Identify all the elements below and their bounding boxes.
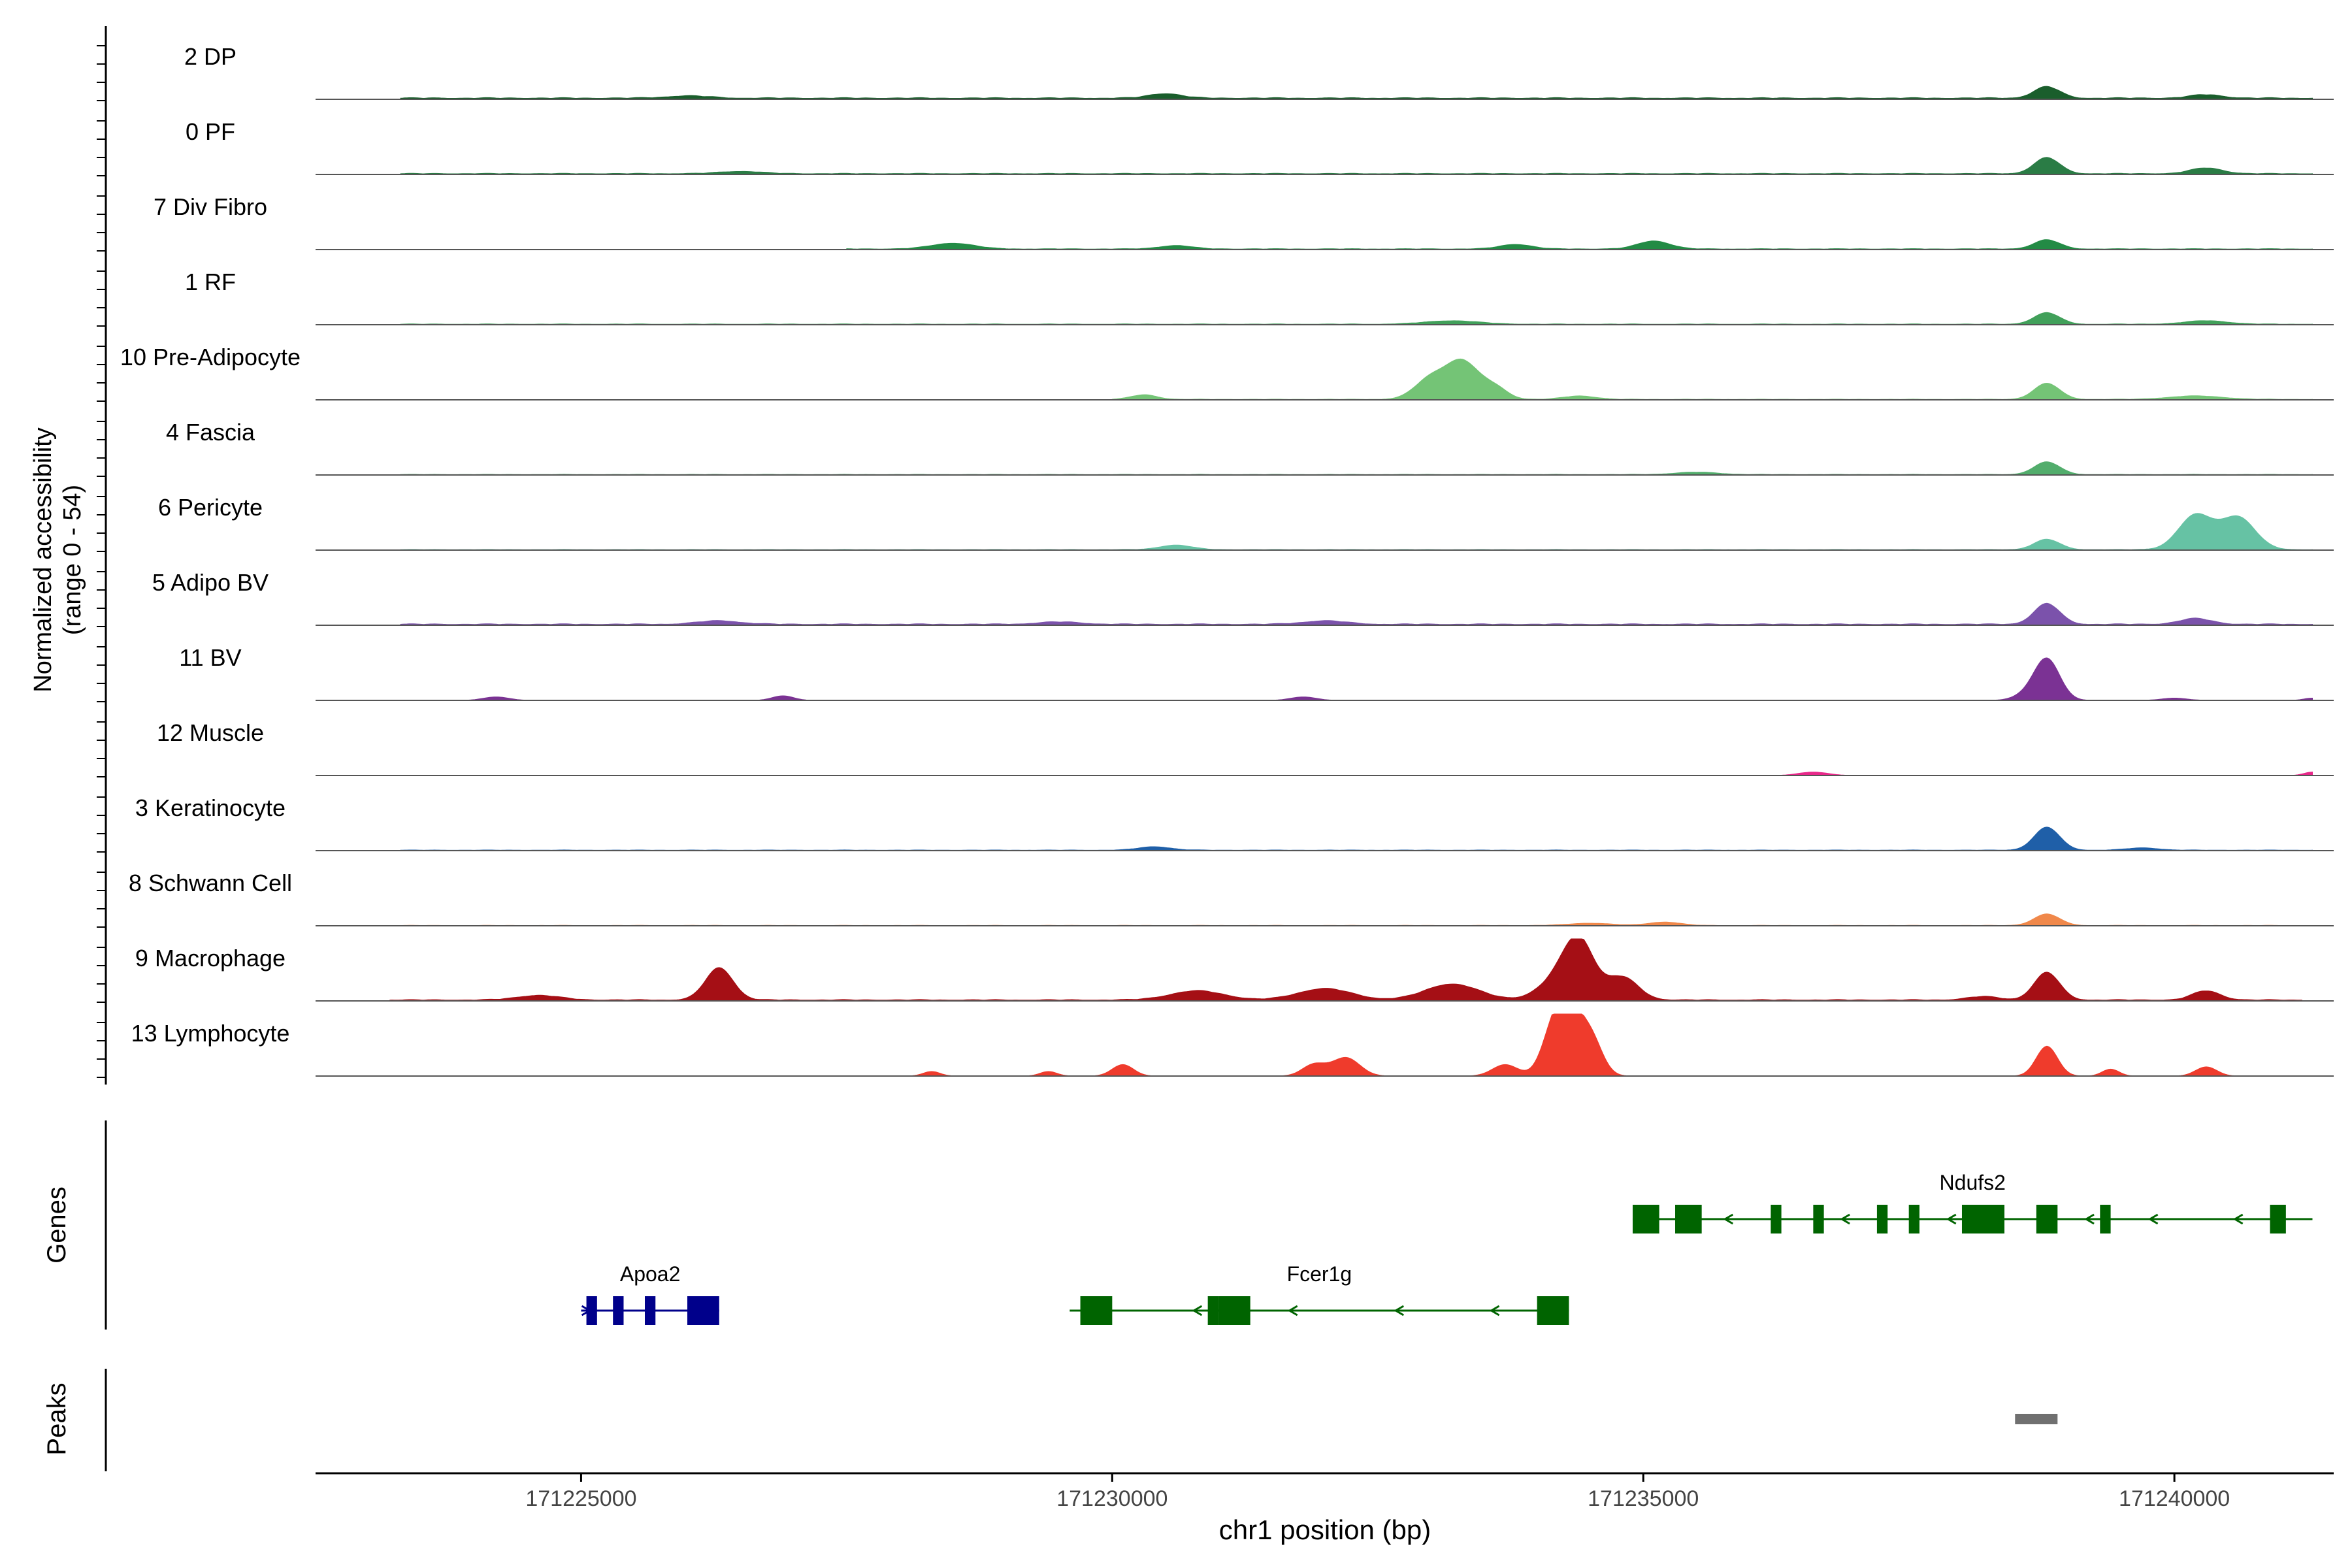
gene-apoa2: Apoa2 — [581, 1262, 719, 1325]
coverage-area — [400, 513, 2313, 551]
gene-exon — [1813, 1205, 1824, 1233]
track-12: 8 Schwann Cell — [129, 870, 2334, 926]
strand-arrow — [581, 1305, 592, 1316]
track-label: 8 Schwann Cell — [129, 870, 292, 896]
track-label: 4 Fascia — [166, 419, 255, 446]
gene-exon — [687, 1296, 719, 1325]
track-label: 5 Adipo BV — [152, 569, 269, 596]
track-label: 1 RF — [185, 269, 236, 295]
track-13: 9 Macrophage — [135, 938, 2334, 1002]
gene-exon — [1537, 1296, 1569, 1325]
coverage-area — [1111, 358, 2313, 400]
gene-label: Fcer1g — [1287, 1262, 1352, 1286]
strand-arrow — [2148, 1213, 2159, 1225]
track-11: 3 Keratinocyte — [135, 794, 2334, 851]
track-4: 1 RF — [185, 269, 2334, 325]
strand-arrow — [1287, 1305, 1298, 1316]
track-8: 5 Adipo BV — [152, 569, 2334, 626]
track-label: 0 PF — [186, 118, 235, 145]
strand-arrow — [1723, 1213, 1734, 1225]
track-6: 4 Fascia — [166, 419, 2334, 476]
peak-region — [2015, 1414, 2058, 1424]
gene-exon — [2036, 1205, 2058, 1233]
gene-exon — [1876, 1205, 1888, 1233]
track-label: 9 Macrophage — [135, 945, 286, 972]
track-1: 2 DP — [184, 43, 2334, 100]
x-tick-label: 171225000 — [525, 1486, 636, 1511]
strand-arrow — [1394, 1305, 1405, 1316]
coverage-area — [400, 913, 2313, 926]
track-3: 7 Div Fibro — [154, 193, 2334, 250]
track-label: 3 Keratinocyte — [135, 794, 286, 821]
gene-exon — [2270, 1205, 2286, 1233]
coverage-area — [400, 602, 2313, 626]
gene-exon — [1632, 1205, 1659, 1233]
track-2: 0 PF — [186, 118, 2334, 175]
strand-arrow — [2084, 1213, 2095, 1225]
accessibility-y-axis — [97, 26, 107, 1085]
strand-arrow — [1489, 1305, 1500, 1316]
strand-arrow — [687, 1305, 698, 1316]
strand-arrow — [2232, 1213, 2244, 1225]
x-tick-label: 171230000 — [1056, 1486, 1168, 1511]
x-tick-label: 171240000 — [2119, 1486, 2230, 1511]
strand-arrow — [1946, 1213, 1957, 1225]
track-7: 6 Pericyte — [158, 494, 2334, 551]
x-axis: 171225000 171230000 171235000 171240000 — [316, 1472, 2334, 1511]
gene-exon — [1771, 1205, 1782, 1233]
x-axis-label: chr1 position (bp) — [1219, 1514, 1431, 1545]
peak-track — [2015, 1414, 2058, 1424]
gene-exon — [644, 1296, 656, 1325]
gene-ndufs2: Ndufs2 — [1632, 1171, 2313, 1233]
coverage-tracks: 2 DP 0 PF 7 Div Fibro 1 RF 10 Pre-Adipocyte 4… — [120, 43, 2334, 1077]
gene-exon — [1908, 1205, 1919, 1233]
x-tick-label: 171235000 — [1588, 1486, 1699, 1511]
y-axis-label: Normalized accessibility — [29, 427, 57, 692]
track-label: 2 DP — [184, 43, 237, 70]
track-label: 10 Pre-Adipocyte — [120, 344, 301, 370]
track-5: 10 Pre-Adipocyte — [120, 344, 2334, 400]
genes-label: Genes — [42, 1186, 71, 1264]
coverage-area — [400, 657, 2313, 701]
gene-track: Apoa2 Fcer1g Ndufs2 — [581, 1171, 2313, 1325]
coverage-area — [400, 86, 2313, 100]
track-10: 12 Muscle — [157, 719, 2334, 776]
track-label: 7 Div Fibro — [154, 193, 267, 220]
y-axis-label-range: (range 0 - 54) — [59, 485, 86, 635]
gene-exon — [586, 1296, 597, 1325]
strand-arrow — [1192, 1305, 1203, 1316]
coverage-area — [400, 826, 2313, 851]
track-14: 13 Lymphocyte — [131, 1013, 2334, 1077]
gene-exon — [1218, 1296, 1250, 1325]
gene-exon — [2100, 1205, 2111, 1233]
coverage-area — [400, 312, 2313, 325]
track-9: 11 BV — [179, 644, 2334, 701]
track-label: 11 BV — [179, 644, 241, 671]
track-label: 6 Pericyte — [158, 494, 263, 521]
track-label: 12 Muscle — [157, 719, 264, 746]
coverage-area — [846, 239, 2313, 250]
strand-arrow — [1840, 1213, 1850, 1225]
coverage-area — [400, 157, 2313, 175]
gene-label: Apoa2 — [620, 1262, 681, 1286]
gene-exon — [613, 1296, 624, 1325]
coverage-area — [389, 938, 2302, 1002]
track-label: 13 Lymphocyte — [131, 1020, 290, 1047]
gene-exon — [1207, 1296, 1218, 1325]
coverage-area — [400, 461, 2313, 476]
gene-fcer1g: Fcer1g — [1070, 1262, 1569, 1325]
coverage-area — [878, 1013, 2239, 1077]
gene-exon — [1675, 1205, 1702, 1233]
gene-label: Ndufs2 — [1940, 1171, 2006, 1194]
gene-exon — [1080, 1296, 1113, 1325]
peaks-label: Peaks — [42, 1382, 71, 1455]
gene-exon — [1961, 1205, 2005, 1233]
